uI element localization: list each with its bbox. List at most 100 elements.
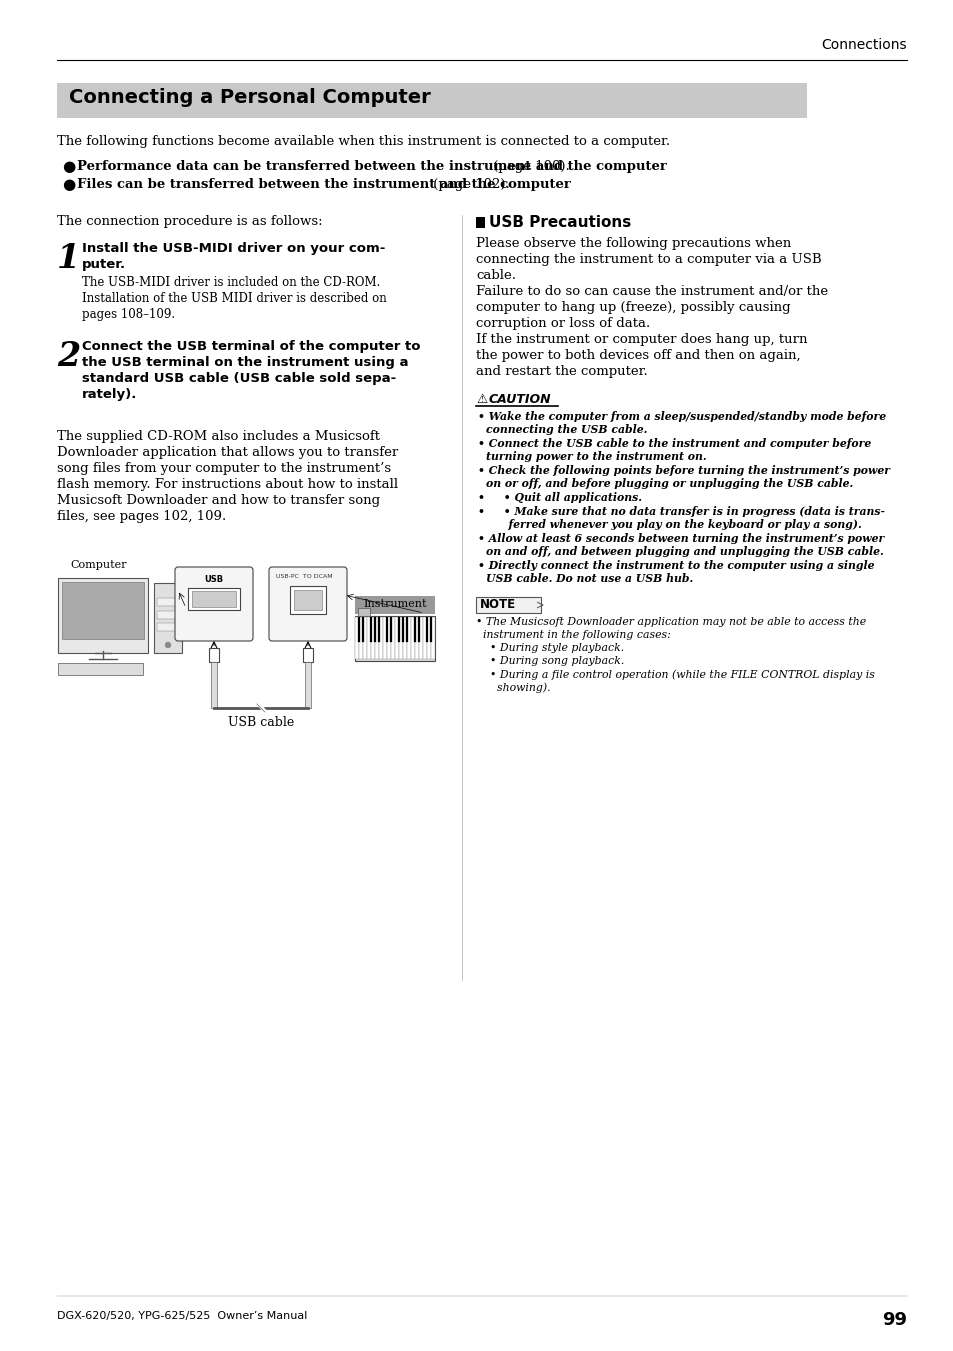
Bar [355,596,435,613]
Text: computer to hang up (freeze), possibly causing: computer to hang up (freeze), possibly c… [476,301,790,313]
Text: ferred whenever you play on the keyboard or play a song).: ferred whenever you play on the keyboard… [485,519,861,530]
Bar [401,617,403,642]
Text: standard USB cable (USB cable sold sepa-: standard USB cable (USB cable sold sepa- [82,372,395,385]
Bar [290,586,326,613]
Bar [305,662,311,708]
FancyBboxPatch shape [269,567,347,640]
Text: The connection procedure is as follows:: The connection procedure is as follows: [57,215,322,228]
Bar [418,617,422,659]
Bar [397,617,399,642]
Bar [378,617,382,659]
Bar [390,617,392,642]
Bar [387,617,391,659]
Text: 99: 99 [882,1310,906,1329]
Text: ●: ● [62,178,75,192]
Text: Downloader application that allows you to transfer: Downloader application that allows you t… [57,446,397,459]
Text: • During song playback.: • During song playback. [476,657,623,666]
Text: Connections: Connections [821,38,906,51]
Text: NOTE: NOTE [479,598,516,611]
Text: ●: ● [62,159,75,174]
Text: corruption or loss of data.: corruption or loss of data. [476,317,650,330]
Bar [371,617,375,659]
Bar [57,82,806,118]
Bar [359,617,362,659]
Text: song files from your computer to the instrument’s: song files from your computer to the ins… [57,462,391,476]
Text: flash memory. For instructions about how to install: flash memory. For instructions about how… [57,478,397,490]
Text: 1: 1 [57,242,80,276]
Bar [157,611,179,619]
Text: Computer: Computer [70,561,127,570]
Bar [403,617,406,659]
Text: •     • Make sure that no data transfer is in progress (data is trans-: • • Make sure that no data transfer is i… [477,507,884,517]
Text: USB-PC  TO DCAM: USB-PC TO DCAM [275,574,333,580]
Text: • Check the following points before turning the instrument’s power: • Check the following points before turn… [477,465,889,476]
Bar [153,584,182,653]
Text: • The Musicsoft Downloader application may not be able to access the: • The Musicsoft Downloader application m… [476,617,865,627]
Bar [405,617,408,642]
Bar [357,608,370,616]
Text: pages 108–109.: pages 108–109. [82,308,175,322]
Text: The USB-MIDI driver is included on the CD-ROM.: The USB-MIDI driver is included on the C… [82,276,380,289]
Text: puter.: puter. [82,258,126,272]
Text: showing).: showing). [476,682,550,693]
Text: • Connect the USB cable to the instrument and computer before: • Connect the USB cable to the instrumen… [477,438,870,449]
Text: • Allow at least 6 seconds between turning the instrument’s power: • Allow at least 6 seconds between turni… [477,534,883,544]
FancyBboxPatch shape [476,597,540,613]
Bar [62,582,144,639]
Text: the USB terminal on the instrument using a: the USB terminal on the instrument using… [82,357,408,369]
Bar [370,617,372,642]
Bar [427,617,430,659]
Text: The following functions become available when this instrument is connected to a : The following functions become available… [57,135,669,149]
Bar [357,617,359,642]
Bar [476,218,484,228]
Text: USB cable. Do not use a USB hub.: USB cable. Do not use a USB hub. [485,573,693,584]
Text: Instrument: Instrument [363,598,426,609]
Bar [374,617,375,642]
Bar [209,648,219,662]
Bar [355,616,435,661]
Text: • During style playback.: • During style playback. [476,643,623,653]
Bar [423,617,426,659]
Text: USB: USB [204,576,223,584]
Bar [367,617,371,659]
Text: turning power to the instrument on.: turning power to the instrument on. [485,451,706,462]
Text: ⚠: ⚠ [476,393,487,407]
Bar [58,663,143,676]
Text: cable.: cable. [476,269,516,282]
Text: Connect the USB terminal of the computer to: Connect the USB terminal of the computer… [82,340,420,353]
Bar [377,617,379,642]
Text: rately).: rately). [82,388,137,401]
Text: If the instrument or computer does hang up, turn: If the instrument or computer does hang … [476,332,806,346]
Bar [391,617,395,659]
Bar [425,617,428,642]
Bar [430,617,432,642]
Text: instrument in the following cases:: instrument in the following cases: [476,630,670,640]
Bar [375,617,378,659]
Text: • Directly connect the instrument to the computer using a single: • Directly connect the instrument to the… [477,561,874,571]
Bar [385,617,388,642]
Bar [157,623,179,631]
Text: Musicsoft Downloader and how to transfer song: Musicsoft Downloader and how to transfer… [57,494,379,507]
Text: on or off, and before plugging or unplugging the USB cable.: on or off, and before plugging or unplug… [485,478,852,489]
Text: DGX-620/520, YPG-625/525  Owner’s Manual: DGX-620/520, YPG-625/525 Owner’s Manual [57,1310,307,1321]
Bar [407,617,411,659]
Bar [157,598,179,607]
Text: 2: 2 [57,340,80,373]
Bar [211,662,216,708]
Bar [431,617,435,659]
Text: Install the USB-MIDI driver on your com-: Install the USB-MIDI driver on your com- [82,242,385,255]
FancyBboxPatch shape [174,567,253,640]
Text: •     • Quit all applications.: • • Quit all applications. [477,492,641,503]
Bar [398,617,402,659]
Text: • Wake the computer from a sleep/suspended/standby mode before: • Wake the computer from a sleep/suspend… [477,411,885,422]
Bar [411,617,415,659]
Text: Files can be transferred between the instrument and the computer: Files can be transferred between the ins… [77,178,570,190]
Bar [361,617,364,642]
Text: USB cable: USB cable [228,716,294,730]
Text: Please observe the following precautions when: Please observe the following precautions… [476,236,790,250]
Text: files, see pages 102, 109.: files, see pages 102, 109. [57,509,226,523]
Text: connecting the USB cable.: connecting the USB cable. [485,424,647,435]
Text: USB Precautions: USB Precautions [489,215,631,230]
Bar [415,617,418,659]
Bar [303,648,313,662]
